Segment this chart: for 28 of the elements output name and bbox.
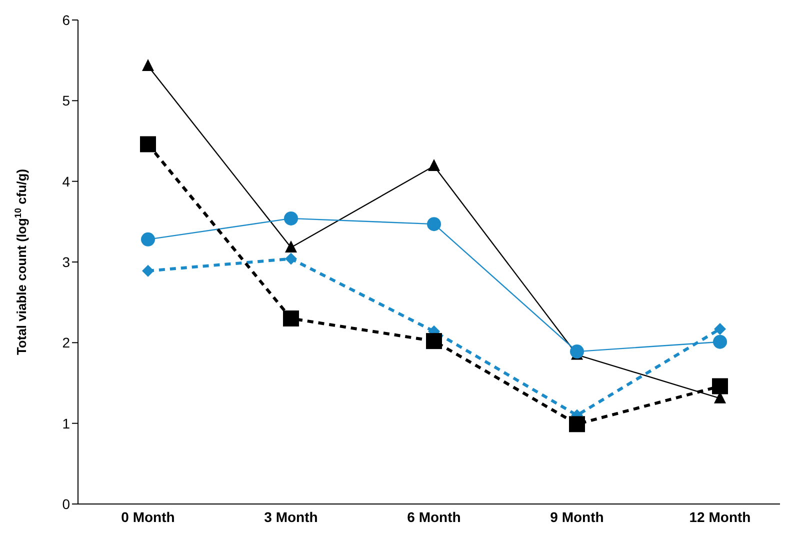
- point: [713, 334, 727, 349]
- point: [141, 232, 155, 246]
- point: [570, 344, 584, 359]
- x-tick-label: 6 Month: [407, 508, 461, 525]
- point: [427, 217, 441, 232]
- point: [142, 264, 154, 277]
- y-tick-label: 2: [62, 334, 70, 351]
- point: [714, 322, 726, 335]
- y-tick-label: 1: [62, 415, 70, 432]
- point: [426, 333, 442, 350]
- point: [142, 58, 154, 71]
- point: [284, 211, 298, 226]
- x-tick-label: 3 Month: [264, 508, 318, 525]
- point: [285, 252, 297, 265]
- x-tick-label: 12 Month: [689, 508, 751, 525]
- x-tick-label: 0 Month: [121, 508, 175, 525]
- point: [569, 416, 585, 432]
- y-tick-label: 6: [62, 12, 70, 28]
- point: [283, 310, 299, 326]
- y-tick-label: 4: [62, 173, 70, 190]
- x-tick-label: 9 Month: [550, 508, 604, 525]
- y-tick-label: 0: [62, 496, 70, 512]
- point: [428, 159, 440, 172]
- point: [712, 378, 728, 394]
- point: [285, 240, 297, 252]
- y-tick-label: 3: [62, 254, 70, 270]
- y-tick-label: 5: [62, 92, 70, 109]
- point: [140, 136, 156, 152]
